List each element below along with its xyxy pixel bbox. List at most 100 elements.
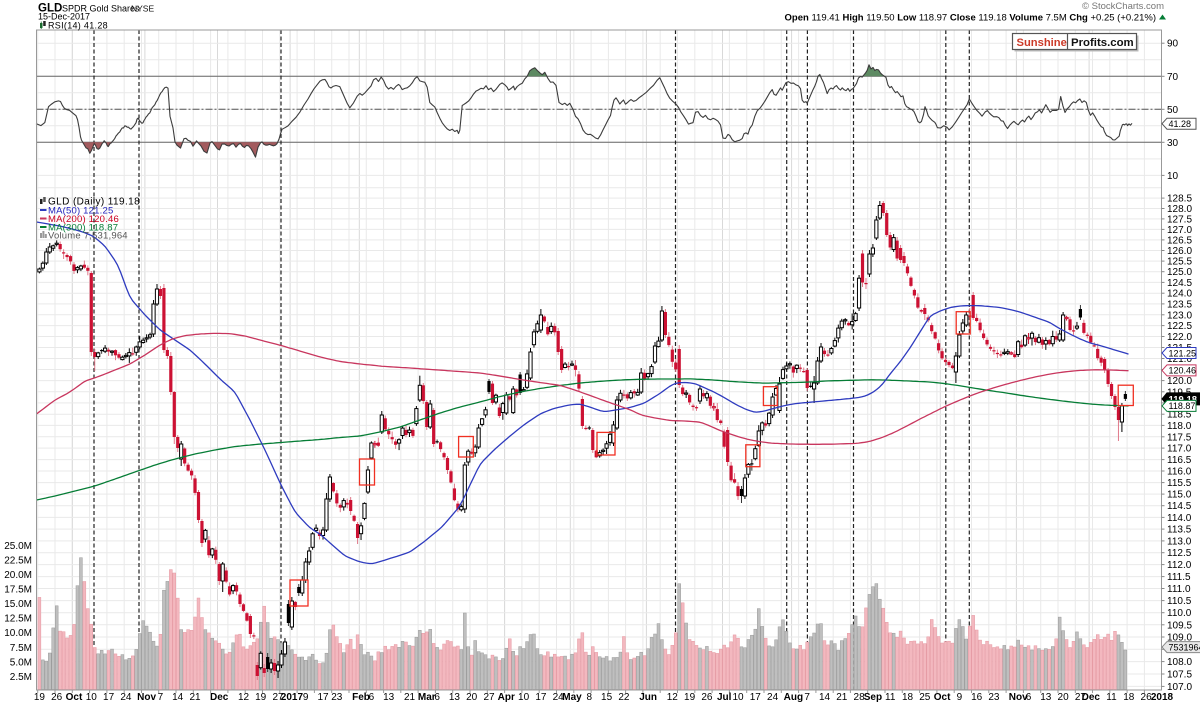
- svg-text:12: 12: [238, 692, 250, 703]
- svg-text:12.5M: 12.5M: [4, 614, 32, 625]
- svg-text:MA(300) 118.87: MA(300) 118.87: [48, 223, 118, 234]
- svg-text:17: 17: [750, 692, 762, 703]
- svg-text:12: 12: [667, 692, 679, 703]
- svg-text:20: 20: [1058, 692, 1070, 703]
- svg-text:121.0: 121.0: [1167, 354, 1192, 365]
- svg-text:Profits.com: Profits.com: [1071, 37, 1134, 49]
- svg-text:13: 13: [1040, 692, 1052, 703]
- svg-text:126.0: 126.0: [1167, 246, 1192, 257]
- svg-text:Nov: Nov: [1009, 692, 1028, 703]
- svg-text:16: 16: [971, 692, 983, 703]
- svg-text:May: May: [562, 692, 582, 703]
- svg-text:6: 6: [369, 692, 375, 703]
- svg-text:13: 13: [449, 692, 461, 703]
- svg-text:2018: 2018: [1151, 692, 1174, 703]
- svg-text:10: 10: [1167, 171, 1179, 182]
- svg-text:120.46: 120.46: [1169, 366, 1197, 376]
- svg-text:Sep: Sep: [864, 692, 882, 703]
- svg-text:70: 70: [1167, 72, 1179, 83]
- svg-text:112.0: 112.0: [1167, 560, 1192, 571]
- svg-text:SPDR Gold Shares: SPDR Gold Shares: [62, 4, 140, 14]
- svg-text:11: 11: [1106, 692, 1117, 703]
- svg-text:15-Dec-2017: 15-Dec-2017: [38, 12, 90, 22]
- svg-text:123.5: 123.5: [1167, 299, 1192, 310]
- svg-text:122.0: 122.0: [1167, 332, 1192, 343]
- svg-text:GLD: GLD: [38, 3, 62, 15]
- svg-text:Sunshine: Sunshine: [1017, 37, 1067, 49]
- svg-text:© StockCharts.com: © StockCharts.com: [1082, 1, 1164, 12]
- svg-text:125.0: 125.0: [1167, 267, 1192, 278]
- svg-text:113.5: 113.5: [1167, 525, 1192, 536]
- svg-text:MA(50) 121.25: MA(50) 121.25: [48, 206, 113, 217]
- svg-text:111.0: 111.0: [1167, 584, 1191, 595]
- svg-text:23: 23: [331, 692, 343, 703]
- svg-text:124.0: 124.0: [1167, 289, 1192, 300]
- svg-text:108.0: 108.0: [1167, 657, 1192, 668]
- svg-text:RSI(14) 41.28: RSI(14) 41.28: [48, 21, 108, 31]
- svg-text:Oct: Oct: [934, 692, 951, 703]
- svg-text:7531964: 7531964: [1169, 642, 1200, 652]
- svg-text:24: 24: [767, 692, 779, 703]
- svg-text:128.0: 128.0: [1167, 204, 1192, 215]
- svg-text:Apr: Apr: [498, 692, 515, 703]
- svg-text:127.0: 127.0: [1167, 225, 1192, 236]
- svg-text:114.5: 114.5: [1167, 501, 1192, 512]
- svg-text:10.0M: 10.0M: [4, 628, 32, 639]
- svg-text:7.5M: 7.5M: [10, 643, 32, 654]
- svg-text:15.0M: 15.0M: [4, 599, 32, 610]
- svg-text:115.5: 115.5: [1167, 478, 1192, 489]
- svg-text:Open 119.41 High 119.50 Low 11: Open 119.41 High 119.50 Low 118.97 Close…: [785, 13, 1156, 24]
- svg-text:50: 50: [1167, 105, 1179, 116]
- svg-text:15: 15: [601, 692, 613, 703]
- svg-text:116.0: 116.0: [1167, 467, 1192, 478]
- svg-text:128.5: 128.5: [1167, 194, 1192, 205]
- svg-text:127.5: 127.5: [1167, 214, 1192, 225]
- svg-text:17.5M: 17.5M: [4, 585, 32, 596]
- svg-text:Nov: Nov: [137, 692, 156, 703]
- svg-text:24: 24: [120, 692, 132, 703]
- svg-text:MA(200) 120.46: MA(200) 120.46: [48, 214, 119, 225]
- svg-text:17: 17: [103, 692, 115, 703]
- svg-text:26: 26: [701, 692, 713, 703]
- svg-text:120.0: 120.0: [1167, 376, 1192, 387]
- svg-text:27: 27: [483, 692, 495, 703]
- svg-text:2.5M: 2.5M: [10, 672, 32, 683]
- svg-text:11: 11: [885, 692, 896, 703]
- svg-text:26: 26: [51, 692, 63, 703]
- svg-text:27: 27: [272, 692, 284, 703]
- svg-text:25: 25: [919, 692, 931, 703]
- svg-text:2017: 2017: [281, 692, 304, 703]
- svg-text:115.0: 115.0: [1167, 490, 1192, 501]
- svg-text:7: 7: [804, 692, 810, 703]
- svg-text:17: 17: [317, 692, 329, 703]
- svg-text:Dec: Dec: [1082, 692, 1101, 703]
- svg-text:122.5: 122.5: [1167, 321, 1192, 332]
- svg-text:28: 28: [854, 692, 866, 703]
- svg-text:21: 21: [404, 692, 416, 703]
- svg-text:NYSE: NYSE: [131, 4, 154, 14]
- svg-text:124.5: 124.5: [1167, 278, 1192, 289]
- svg-text:116.5: 116.5: [1167, 455, 1192, 466]
- svg-text:5.0M: 5.0M: [10, 657, 32, 668]
- svg-text:22.5M: 22.5M: [4, 555, 32, 566]
- svg-text:26: 26: [1141, 692, 1153, 703]
- svg-text:20: 20: [466, 692, 478, 703]
- svg-text:126.5: 126.5: [1167, 235, 1192, 246]
- svg-text:22: 22: [618, 692, 630, 703]
- svg-text:19: 19: [255, 692, 267, 703]
- svg-text:10: 10: [732, 692, 744, 703]
- svg-text:41.28: 41.28: [1169, 119, 1192, 129]
- svg-text:111.5: 111.5: [1167, 572, 1191, 583]
- svg-text:23: 23: [988, 692, 1000, 703]
- svg-text:118.0: 118.0: [1167, 421, 1192, 432]
- svg-text:107.5: 107.5: [1167, 670, 1192, 681]
- svg-text:24: 24: [553, 692, 565, 703]
- svg-text:21: 21: [189, 692, 201, 703]
- svg-text:14: 14: [172, 692, 184, 703]
- svg-text:90: 90: [1167, 39, 1179, 50]
- svg-text:117.0: 117.0: [1167, 444, 1192, 455]
- svg-text:20.0M: 20.0M: [4, 570, 32, 581]
- svg-text:9: 9: [303, 692, 309, 703]
- svg-text:125.5: 125.5: [1167, 257, 1192, 268]
- svg-text:110.5: 110.5: [1167, 596, 1192, 607]
